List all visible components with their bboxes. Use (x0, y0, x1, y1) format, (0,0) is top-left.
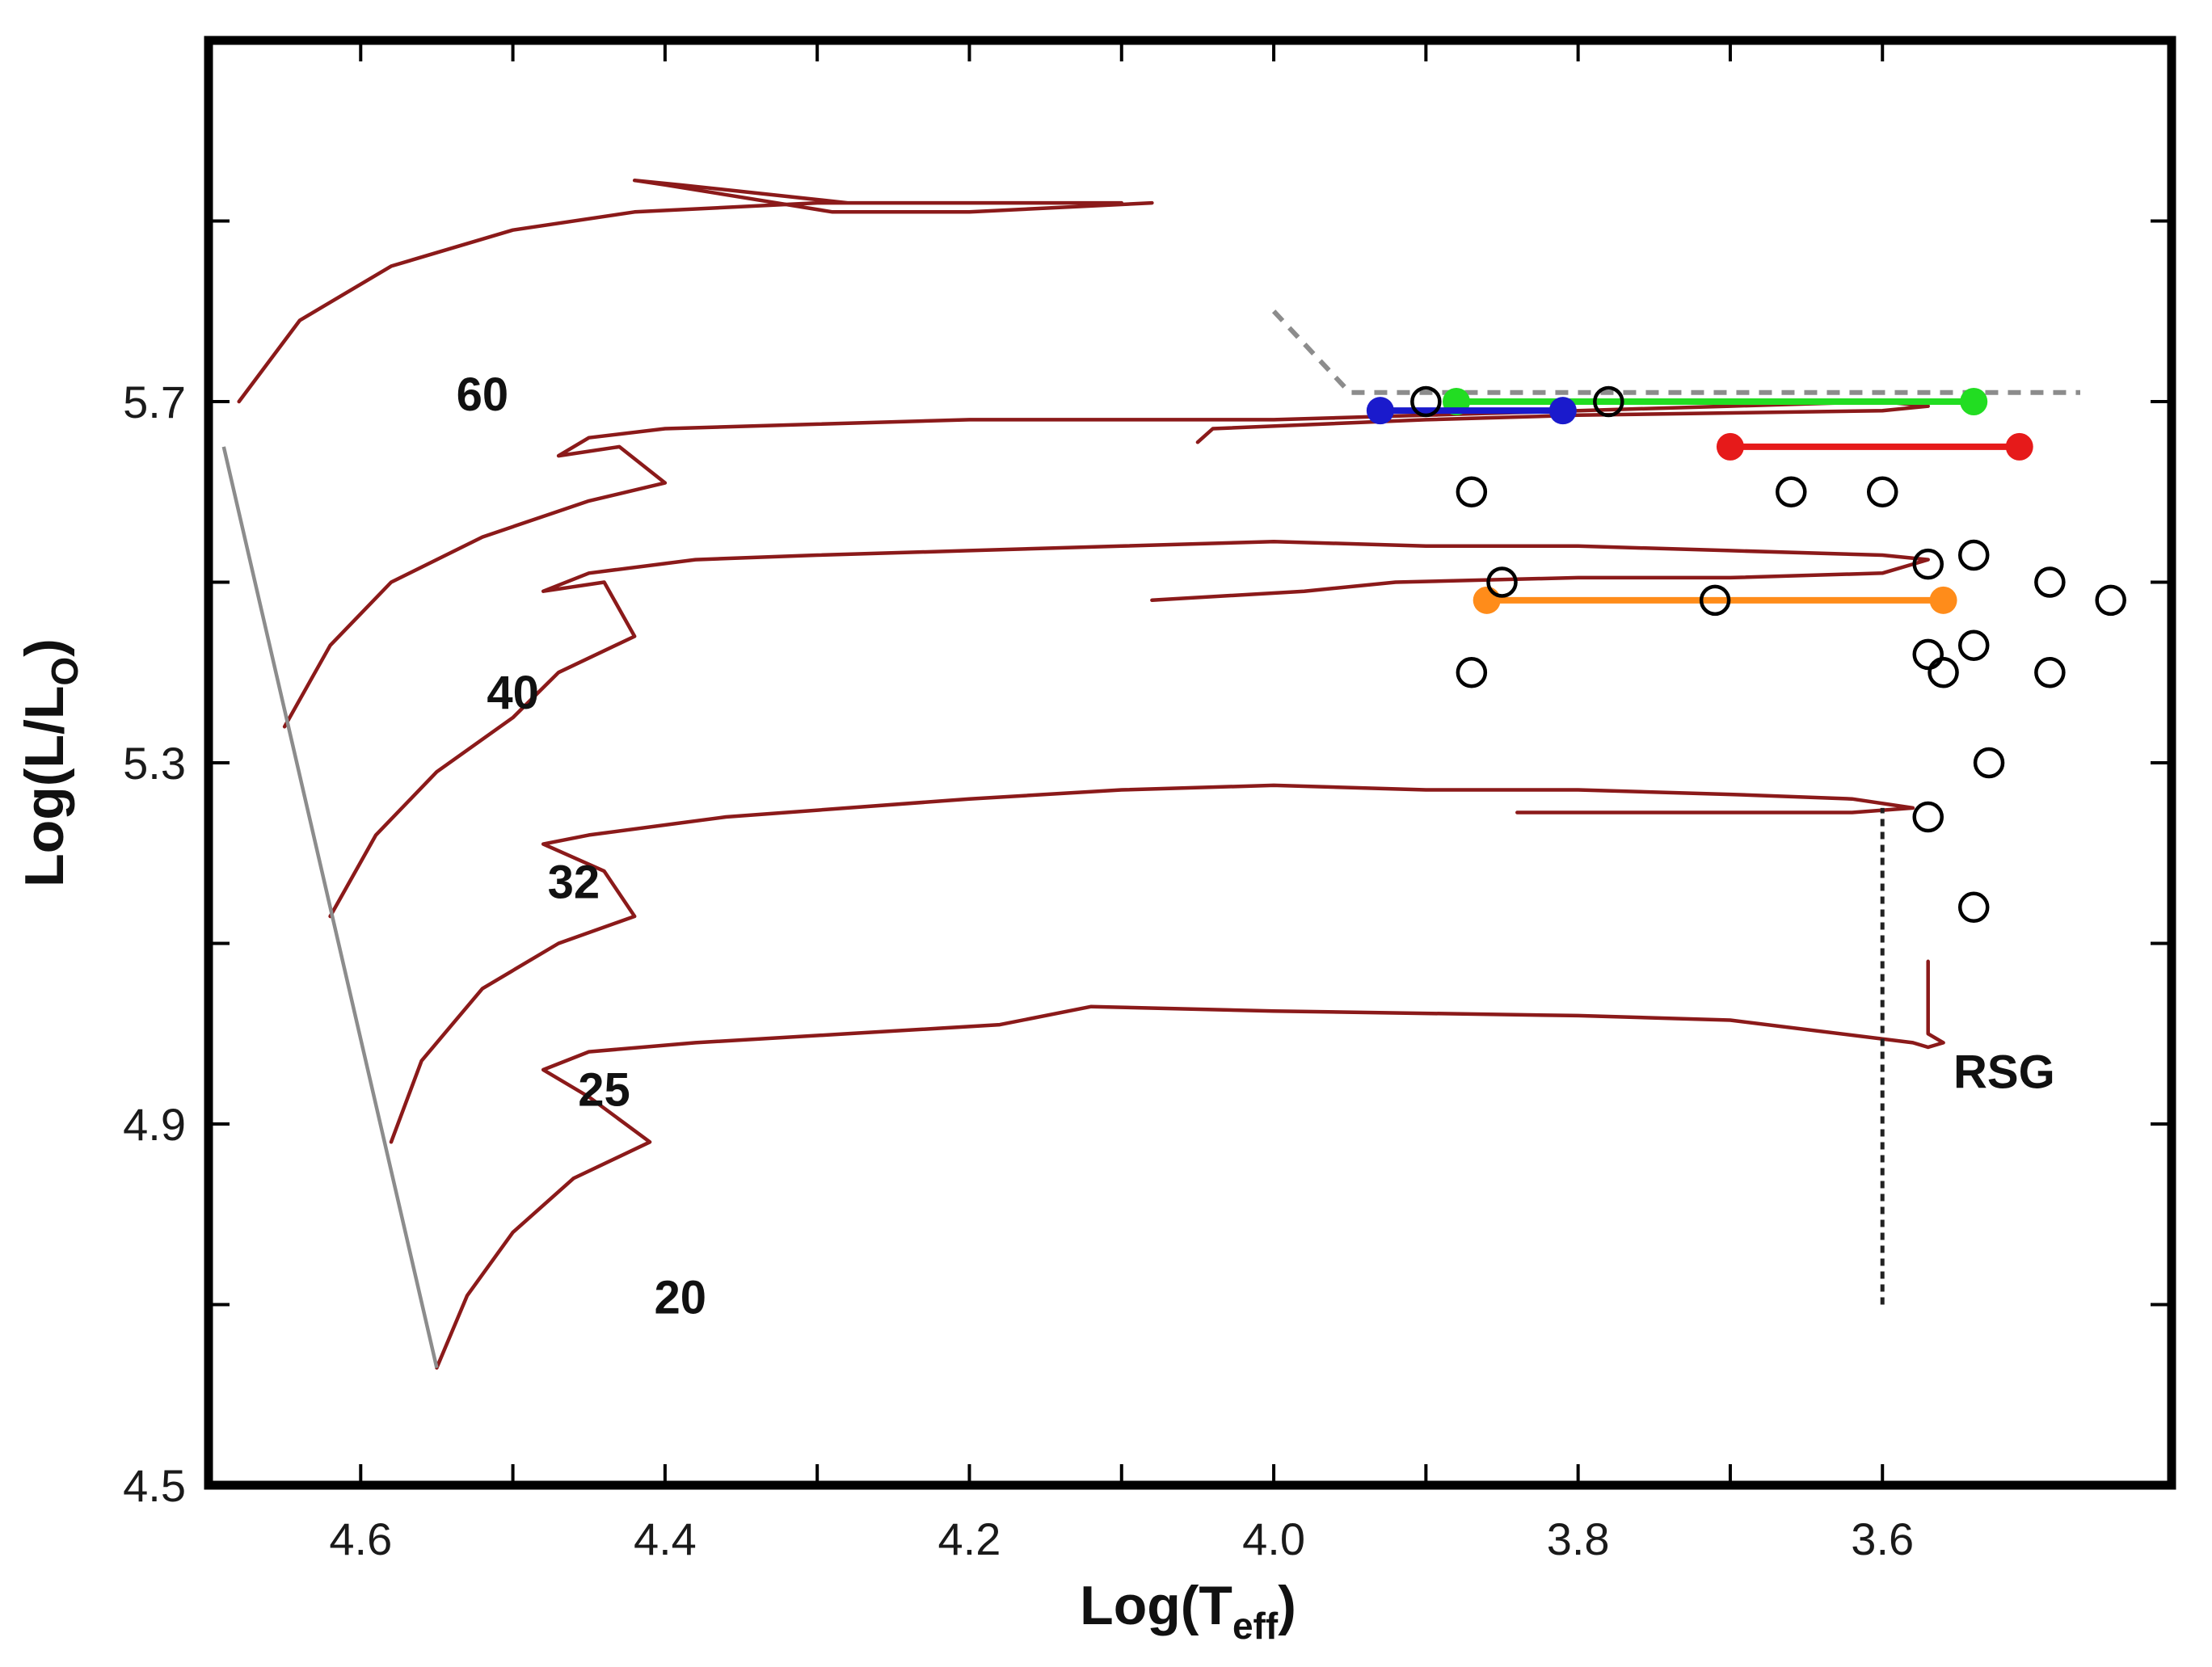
observed-star-point (1957, 891, 1990, 924)
observed-star-point (1486, 566, 1518, 598)
rsg-annotation: RSG (1953, 1046, 2055, 1098)
y-axis-title: Log(L/LO) (14, 638, 86, 887)
range-orange-start-point (1473, 586, 1501, 614)
track-60-label: 60 (457, 368, 509, 421)
track-mass-labels: 60 40 32 25 20 (457, 368, 706, 1324)
observed-star-point (1456, 476, 1488, 507)
track-20-label: 20 (654, 1272, 706, 1324)
y-tick-label: 5.3 (123, 738, 186, 789)
observed-star-point (1776, 476, 1807, 507)
track-25-line (389, 783, 1915, 1144)
observed-star-point (1593, 385, 1624, 418)
x-tick-label: 4.0 (1242, 1513, 1305, 1564)
y-tick-label: 4.5 (123, 1460, 186, 1511)
zams-line (221, 446, 439, 1369)
observed-star-point (1928, 657, 1959, 688)
x-tick-label: 4.6 (329, 1513, 392, 1564)
x-tick-label: 3.6 (1851, 1513, 1914, 1564)
observed-star-point (1912, 638, 1944, 671)
x-axis-title: Log(Teff) (1080, 1575, 1296, 1647)
observed-star-point (1866, 476, 1898, 507)
x-tick-label: 4.4 (634, 1513, 697, 1564)
track-40-label: 40 (487, 667, 539, 719)
observed-star-point (1456, 657, 1488, 688)
evolutionary-tracks (237, 178, 1945, 1370)
observed-star-point (1957, 539, 1990, 571)
tick-labels: 4.6 4.4 4.2 4.0 3.8 3.6 4.5 4.9 5.3 5.7 (123, 377, 1914, 1564)
observed-star-point (1957, 629, 1990, 661)
track-32-line (328, 539, 1930, 919)
x-tick-label: 3.8 (1547, 1513, 1610, 1564)
y-tick-label: 4.9 (123, 1099, 186, 1150)
observed-star-point (1912, 801, 1944, 833)
range-red-start-point (1716, 432, 1744, 461)
track-60-line (237, 178, 1154, 404)
range-blue-end-point (1548, 397, 1577, 425)
humphreys-davidson-limit-line (1271, 309, 2080, 395)
observed-star-point (1912, 548, 1944, 580)
observed-star-point (2095, 584, 2126, 617)
range-red-end-point (2005, 432, 2033, 461)
track-32-label: 32 (548, 857, 600, 909)
reference-lines (221, 309, 2080, 1369)
track-25-label: 25 (578, 1064, 630, 1117)
x-tick-label: 4.2 (938, 1513, 1001, 1564)
observed-star-point (2034, 566, 2066, 598)
observed-star-point (1973, 747, 2005, 779)
y-axis-title-main: Log(L/L (14, 686, 75, 887)
observed-stars (1410, 385, 2126, 924)
observed-star-point (1699, 584, 1731, 617)
y-axis-title-sub: O (44, 657, 86, 686)
temperature-ranges (1366, 388, 2033, 614)
observed-star-point (2034, 657, 2066, 688)
track-20-line (435, 959, 1945, 1370)
x-axis-title-sub: eff (1232, 1605, 1279, 1647)
track-40-line (282, 399, 1930, 729)
y-axis-title-close: ) (14, 638, 75, 657)
x-axis-title-main: Log(T (1080, 1575, 1232, 1636)
range-blue-start-point (1366, 397, 1394, 425)
plot-frame (204, 36, 2176, 1490)
y-tick-label: 5.7 (123, 377, 186, 427)
range-green-end-point (1960, 388, 1988, 415)
observed-star-point (1410, 385, 1442, 418)
range-orange-end-point (1929, 586, 1957, 614)
x-axis-title-close: ) (1278, 1575, 1296, 1636)
